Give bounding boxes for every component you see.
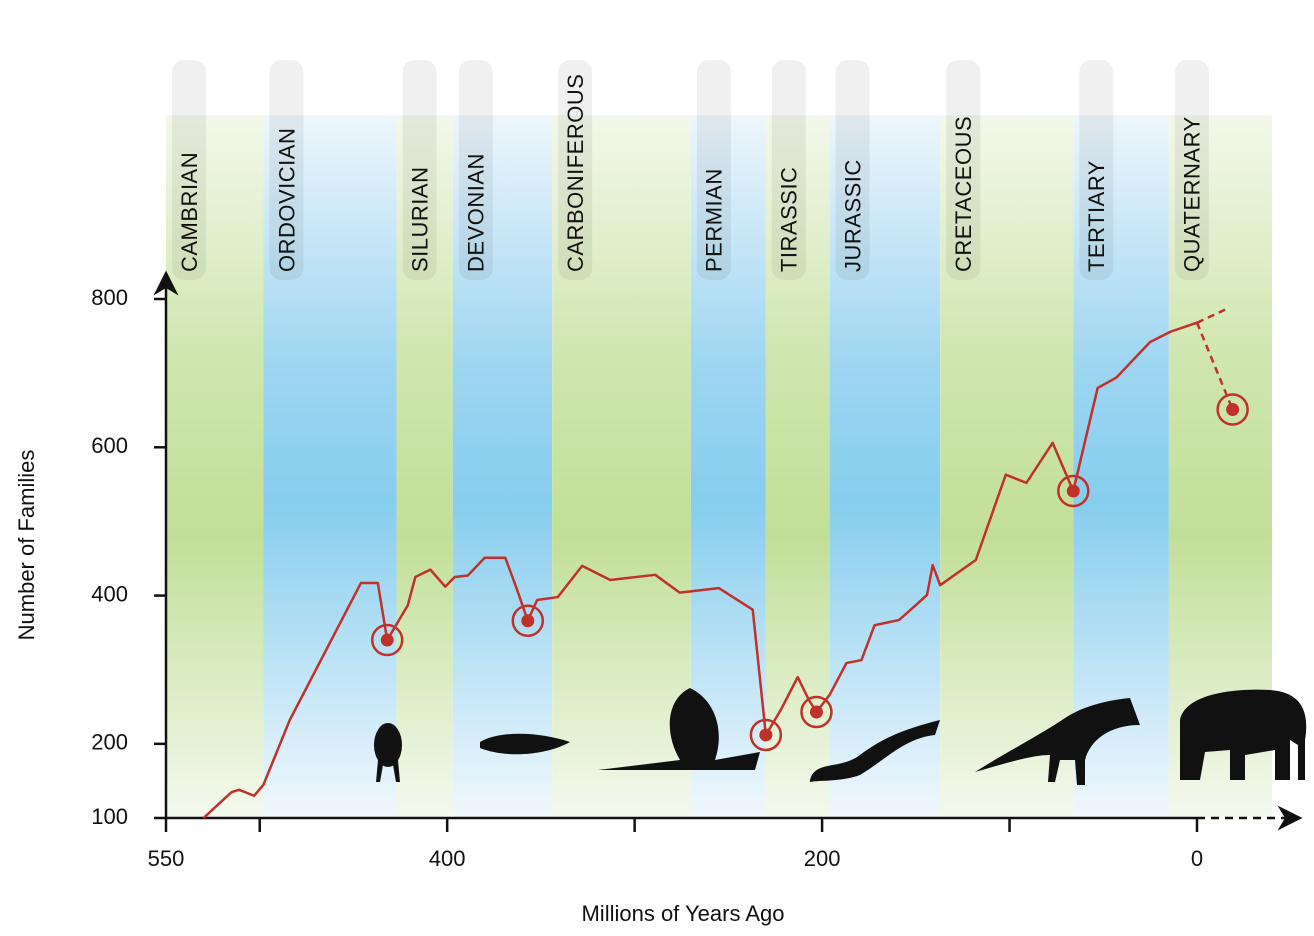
extinction-dot — [759, 728, 772, 741]
x-tick-label: 200 — [804, 846, 841, 871]
x-tick-label: 550 — [148, 846, 185, 871]
period-label: TIRASSIC — [777, 167, 802, 272]
y-axis-title: Number of Families — [14, 450, 39, 641]
period-label: ORDOVICIAN — [274, 128, 299, 272]
extinction-dot — [810, 705, 823, 718]
y-tick-label: 800 — [91, 285, 128, 310]
y-tick-label: 100 — [91, 804, 128, 829]
extinction-dot — [1226, 403, 1239, 416]
period-label: SILURIAN — [407, 167, 432, 272]
chart: CAMBRIAN ORDOVICIAN SILURIAN DEVONIAN CARBON… — [0, 0, 1314, 931]
extinction-dot — [381, 634, 394, 647]
period-label: CRETACEOUS — [951, 116, 976, 272]
period-label: TERTIARY — [1084, 160, 1109, 272]
y-tick-label: 400 — [91, 581, 128, 606]
period-label: CAMBRIAN — [177, 152, 202, 272]
period-label: PERMIAN — [702, 168, 727, 272]
y-tick-label: 200 — [91, 730, 128, 755]
x-tick-label: 0 — [1191, 846, 1203, 871]
period-label: DEVONIAN — [464, 153, 489, 272]
extinction-dot — [1067, 485, 1080, 498]
x-axis-title: Millions of Years Ago — [581, 901, 784, 926]
x-tick-label: 400 — [429, 846, 466, 871]
period-label: QUATERNARY — [1180, 116, 1205, 272]
period-label: JURASSIC — [840, 159, 865, 272]
period-label: CARBONIFEROUS — [563, 74, 588, 272]
extinction-dot — [521, 614, 534, 627]
y-tick-label: 600 — [91, 433, 128, 458]
